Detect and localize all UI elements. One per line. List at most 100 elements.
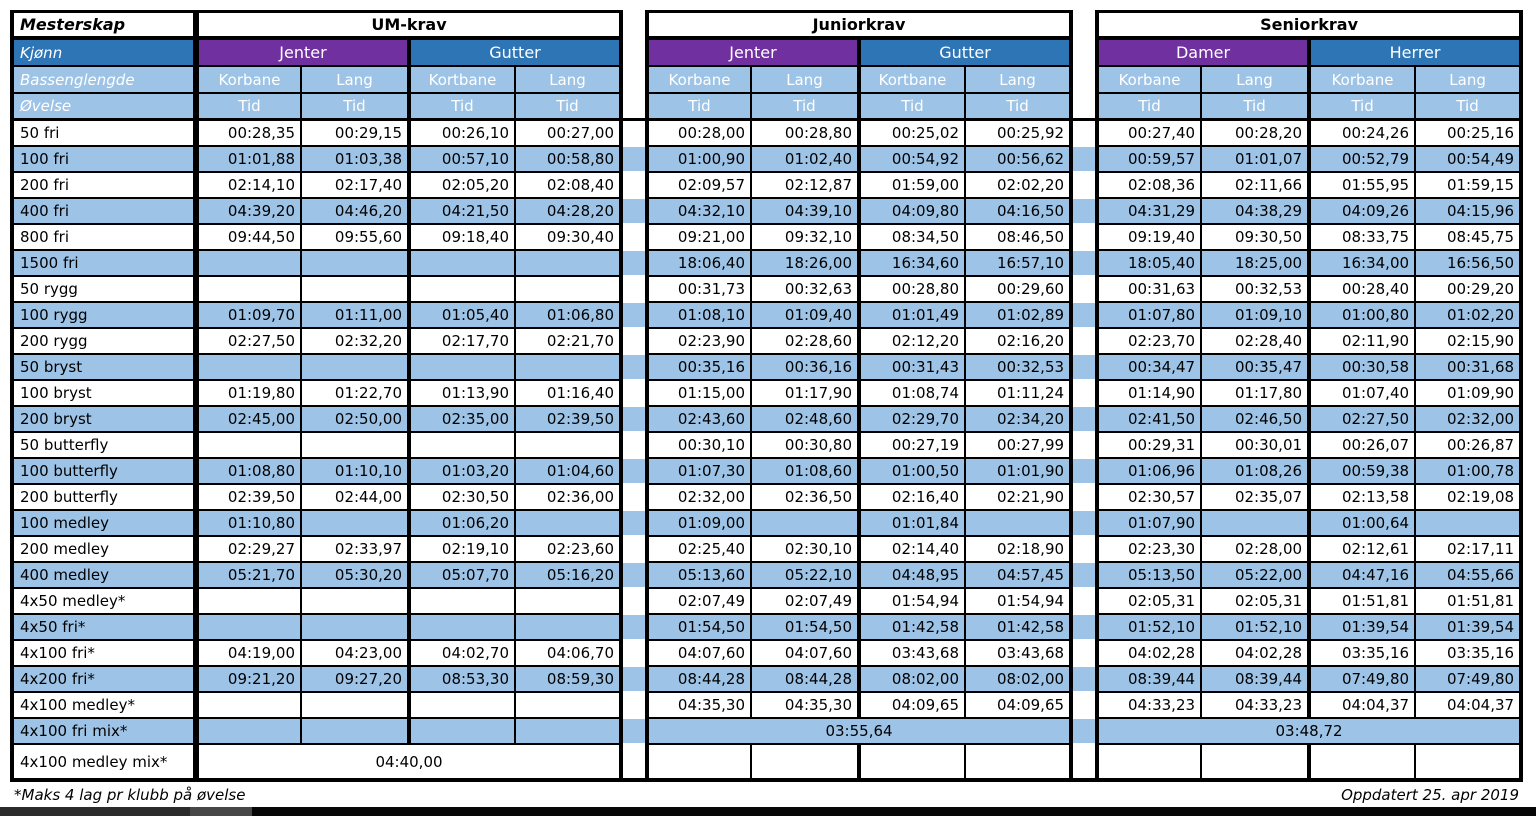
time-cell (302, 589, 409, 615)
time-cell: 18:05,40 (1095, 251, 1203, 277)
time-cell: 04:46,20 (302, 199, 409, 225)
time-cell: 01:42,58 (859, 615, 966, 641)
time-cell: 04:09,65 (859, 693, 966, 719)
time-cell: 00:27,40 (1095, 121, 1203, 147)
tid-header: Tid (645, 94, 752, 121)
tid-header: Tid (302, 94, 409, 121)
time-cell: 09:30,40 (516, 225, 623, 251)
group-header: Herrer (1309, 40, 1524, 67)
table-row: 100 bryst 01:19,80 01:22,70 01:13,90 01:16,4… (10, 381, 1524, 407)
time-cell: 00:28,40 (1309, 277, 1417, 303)
time-cell: 00:34,47 (1095, 355, 1203, 381)
time-cell: 04:02,28 (1202, 641, 1310, 667)
time-cell: 08:53,30 (409, 667, 516, 693)
time-cell: 01:06,20 (409, 511, 516, 537)
time-cell: 01:52,10 (1202, 615, 1310, 641)
time-cell: 01:19,80 (195, 381, 302, 407)
column-spacer (1073, 381, 1096, 407)
time-cell: 09:27,20 (302, 667, 409, 693)
time-cell: 04:07,60 (752, 641, 859, 667)
event-label: 100 bryst (10, 381, 195, 407)
time-cell (195, 719, 302, 745)
event-label: 200 medley (10, 537, 195, 563)
time-cell: 02:02,20 (966, 173, 1074, 199)
time-cell: 05:22,10 (752, 563, 859, 589)
time-cell (409, 251, 516, 277)
time-cell: 05:13,60 (645, 563, 752, 589)
time-cell (195, 251, 302, 277)
scrollbar-track-right[interactable] (252, 807, 1536, 816)
time-cell: 04:35,30 (752, 693, 859, 719)
time-cell: 01:08,26 (1202, 459, 1310, 485)
pool-length-header: Korbane (195, 67, 302, 94)
scrollbar-track-left[interactable] (0, 807, 190, 816)
time-cell: 04:48,95 (859, 563, 966, 589)
bottom-scrollbar (0, 807, 1536, 816)
header-spacer (623, 94, 645, 121)
column-spacer (623, 251, 645, 277)
time-cell: 02:30,50 (409, 485, 516, 511)
column-spacer (623, 433, 645, 459)
time-cell: 02:13,58 (1309, 485, 1417, 511)
time-cell: 05:07,70 (409, 563, 516, 589)
time-cell: 04:15,96 (1416, 199, 1524, 225)
time-cell: 01:10,80 (195, 511, 302, 537)
column-spacer (1073, 745, 1096, 782)
time-cell: 01:07,30 (645, 459, 752, 485)
pool-length-header: Lang (1416, 67, 1524, 94)
tid-header: Tid (1309, 94, 1417, 121)
time-cell: 01:15,00 (645, 381, 752, 407)
table-row: 50 bryst 00:35,16 00:36,16 00:31,43 00:32,53… (10, 355, 1524, 381)
time-cell: 02:36,50 (752, 485, 859, 511)
column-spacer (1073, 433, 1096, 459)
time-cell: 04:47,16 (1309, 563, 1417, 589)
column-spacer (1073, 251, 1096, 277)
column-spacer (623, 615, 645, 641)
time-cell (195, 615, 302, 641)
time-cell: 02:28,40 (1202, 329, 1310, 355)
time-cell (409, 589, 516, 615)
time-cell: 04:21,50 (409, 199, 516, 225)
corner-mesterskap: Mesterskap (10, 10, 195, 40)
time-cell: 00:56,62 (966, 147, 1074, 173)
section-title: Seniorkrav (1095, 10, 1524, 40)
time-cell (409, 615, 516, 641)
column-spacer (623, 173, 645, 199)
table-row: 50 rygg 00:31,73 00:32,63 00:28,80 00:29,60 0… (10, 277, 1524, 303)
time-cell: 09:21,00 (645, 225, 752, 251)
time-cell: 03:43,68 (966, 641, 1074, 667)
time-cell: 08:02,00 (966, 667, 1074, 693)
time-cell: 04:06,70 (516, 641, 623, 667)
column-spacer (1073, 225, 1096, 251)
time-cell: 05:21,70 (195, 563, 302, 589)
time-cell: 18:25,00 (1202, 251, 1310, 277)
event-label: 4x50 medley* (10, 589, 195, 615)
time-cell: 00:29,20 (1416, 277, 1524, 303)
event-label: 200 bryst (10, 407, 195, 433)
scrollbar-thumb[interactable] (190, 807, 252, 816)
time-cell: 00:31,68 (1416, 355, 1524, 381)
time-cell: 00:30,80 (752, 433, 859, 459)
time-cell: 04:39,10 (752, 199, 859, 225)
time-cell (966, 745, 1074, 782)
pool-length-header: Lang (966, 67, 1074, 94)
time-cell: 00:59,38 (1309, 459, 1417, 485)
time-cell (1202, 745, 1310, 782)
column-spacer (623, 329, 645, 355)
time-cell: 00:28,35 (195, 121, 302, 147)
time-cell: 02:30,10 (752, 537, 859, 563)
time-cell (516, 615, 623, 641)
time-cell: 01:55,95 (1309, 173, 1417, 199)
column-spacer (1073, 615, 1096, 641)
row-label-ovelse: Øvelse (10, 94, 195, 121)
time-cell (302, 693, 409, 719)
time-cell: 02:36,00 (516, 485, 623, 511)
time-cell (1202, 511, 1310, 537)
time-cell: 02:07,49 (752, 589, 859, 615)
time-cell: 02:08,40 (516, 173, 623, 199)
time-cell: 01:22,70 (302, 381, 409, 407)
time-cell (752, 511, 859, 537)
event-label: 4x100 fri* (10, 641, 195, 667)
header-spacer (623, 10, 645, 40)
